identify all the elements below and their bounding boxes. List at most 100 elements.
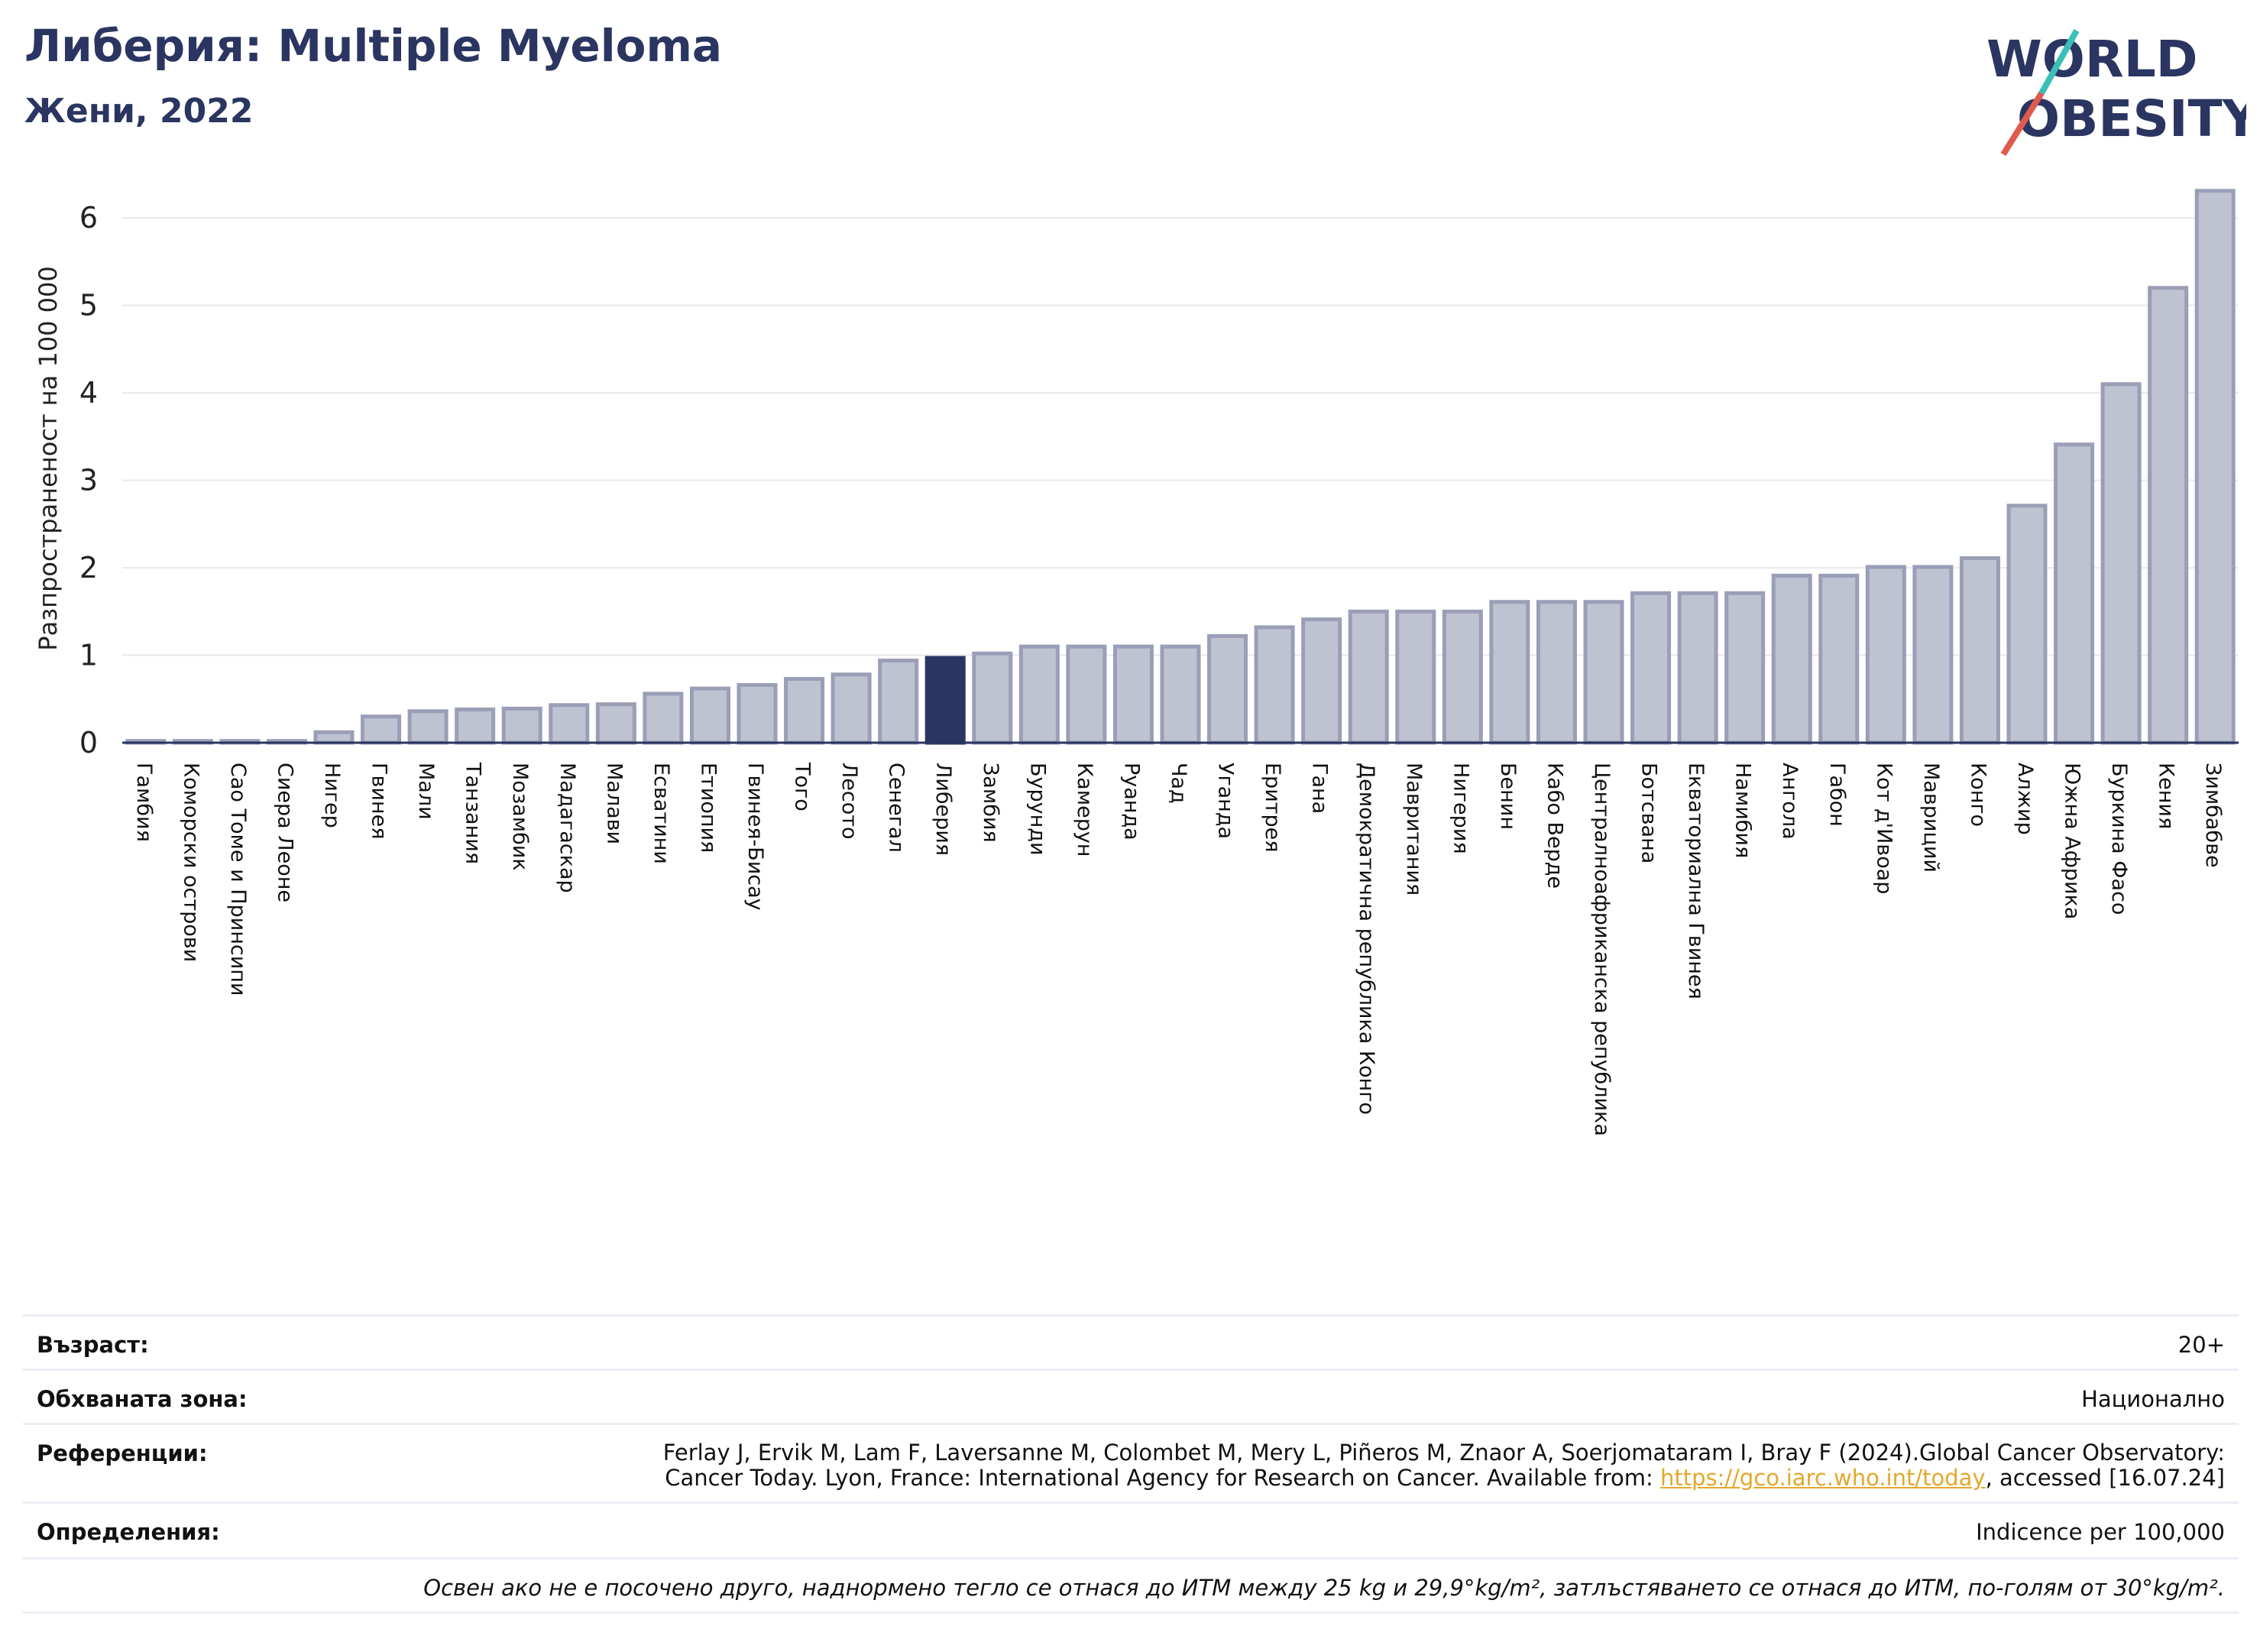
x-tick-label: Демократична република Конго <box>1355 763 1378 1115</box>
x-tick-label: Кабо Верде <box>1543 763 1566 889</box>
references-line2: Cancer Today. Lyon, France: Internationa… <box>663 1466 2225 1491</box>
x-tick-label: Гана <box>1308 763 1332 814</box>
logo-slash-red <box>2000 91 2045 157</box>
x-tick-label: Централноафриканска република <box>1590 763 1614 1136</box>
x-tick-label: Мали <box>414 763 438 820</box>
x-tick-label: Бурунди <box>1025 763 1049 856</box>
logo-slash-teal <box>2038 29 2080 95</box>
bar <box>595 702 636 745</box>
bar <box>1818 573 1860 745</box>
bar <box>784 676 825 745</box>
bar <box>2054 442 2095 745</box>
definitions-label: Определения: <box>37 1519 220 1545</box>
bar <box>689 686 730 745</box>
x-tick-label: Сенегал <box>885 763 908 853</box>
x-tick-label: Гвинея-Бисау <box>743 763 767 911</box>
y-tick-label: 6 <box>79 201 98 235</box>
bar <box>361 714 402 745</box>
x-tick-label: Етиопия <box>696 763 720 853</box>
x-tick-label: Нигер <box>320 763 344 828</box>
x-tick-label: Танзания <box>461 762 485 864</box>
bar <box>2006 504 2048 745</box>
references-value: Ferlay J, Ervik M, Lam F, Laversanne M, … <box>663 1440 2225 1491</box>
references-link[interactable]: https://gco.iarc.who.int/today <box>1659 1465 1986 1491</box>
x-tick-label: Гамбия <box>132 763 156 842</box>
bar <box>407 709 448 745</box>
bar <box>1112 644 1154 745</box>
bar <box>2100 382 2142 745</box>
references-line2-post: , accessed [16.07.24] <box>1985 1465 2225 1491</box>
x-tick-label: Еритрея <box>1261 763 1284 852</box>
x-tick-label: Ангола <box>1778 763 1802 840</box>
logo-line2: OBESITY <box>2017 89 2246 148</box>
bar <box>313 730 355 745</box>
x-tick-label: Сао Томе и Принсипи <box>226 763 250 996</box>
bar <box>972 651 1013 745</box>
page-title: Либерия: Multiple Myeloma <box>24 20 723 72</box>
bar <box>1724 591 1766 745</box>
x-tick-label: Руанда <box>1119 763 1143 841</box>
bar <box>1301 617 1342 745</box>
x-tick-label: Мавритания <box>1402 763 1426 896</box>
bar <box>2194 189 2236 745</box>
bar <box>501 706 542 745</box>
bar <box>549 703 590 745</box>
x-tick-label: Мадагаскар <box>555 763 579 893</box>
logo-line1: WORLD <box>1986 30 2198 89</box>
x-tick-label: Буркина Фасо <box>2107 763 2131 915</box>
x-tick-label: Чад <box>1167 763 1190 804</box>
y-tick-label: 2 <box>79 551 98 585</box>
bar <box>1771 573 1812 745</box>
references-label: Референции: <box>37 1440 208 1466</box>
x-tick-label: Габон <box>1825 763 1849 827</box>
x-tick-label: Лесото <box>837 763 861 840</box>
bar <box>831 672 872 745</box>
y-tick-label: 1 <box>79 639 98 672</box>
bar <box>924 656 966 745</box>
bar <box>455 708 496 745</box>
x-tick-label: Сиера Леоне <box>273 763 296 902</box>
x-tick-label: Нигерия <box>1449 763 1472 854</box>
bar <box>1583 600 1624 745</box>
x-tick-label: Екваториална Гвинея <box>1684 763 1708 999</box>
x-tick-label: Конго <box>1966 763 1990 827</box>
definitions-value: Indicence per 100,000 <box>1976 1519 2225 1545</box>
bar <box>1207 633 1248 745</box>
y-tick-label: 4 <box>79 376 98 410</box>
bar <box>1912 565 1954 745</box>
world-obesity-logo: WORLD OBESITY <box>1986 29 2246 157</box>
x-tick-label: Намибия <box>1731 763 1755 858</box>
x-tick-label: Бенин <box>1496 763 1520 830</box>
age-label: Възраст: <box>37 1332 149 1358</box>
x-tick-label: Малави <box>602 763 626 844</box>
footnote: Освен ако не е посочено друго, наднормен… <box>423 1575 2225 1601</box>
y-tick-label: 3 <box>79 464 98 497</box>
x-tick-label: Уганда <box>1214 763 1238 839</box>
bar <box>1395 609 1436 745</box>
info-row-references: Референции: Ferlay J, Ervik M, Lam F, La… <box>23 1423 2239 1501</box>
bar <box>737 682 778 745</box>
bar <box>1348 609 1389 745</box>
y-tick-label: 0 <box>79 726 98 760</box>
bar <box>1489 600 1530 745</box>
x-tick-label: Ботсвана <box>1637 763 1661 863</box>
bar <box>1018 644 1060 745</box>
x-tick-label: Замбия <box>979 763 1002 843</box>
coverage-label: Обхваната зона: <box>37 1386 248 1412</box>
bar <box>878 658 919 745</box>
page-subtitle: Жени, 2022 <box>24 92 254 131</box>
x-tick-label: Мавриций <box>1919 763 1943 873</box>
x-tick-label: Камерун <box>1073 763 1096 857</box>
y-tick-label: 5 <box>79 289 98 322</box>
bar <box>2148 286 2189 745</box>
x-tick-label: Южна Африка <box>2061 763 2084 919</box>
info-row-definitions: Определения: Indicence per 100,000 <box>23 1501 2239 1557</box>
y-axis-label: Разпространеност на 100 000 <box>34 266 63 650</box>
bar <box>1865 565 1906 745</box>
info-table: Възраст: 20+ Обхваната зона: Национално … <box>23 1314 2239 1614</box>
x-tick-label: Есватини <box>649 763 673 864</box>
bar-chart: 0 1 2 3 4 5 6 Разпространеност на 100 000 Гамбия… <box>34 189 2239 1136</box>
x-tick-label: Зимбабве <box>2201 763 2225 868</box>
info-row-age: Възраст: 20+ <box>23 1314 2239 1369</box>
age-value: 20+ <box>2177 1332 2225 1358</box>
